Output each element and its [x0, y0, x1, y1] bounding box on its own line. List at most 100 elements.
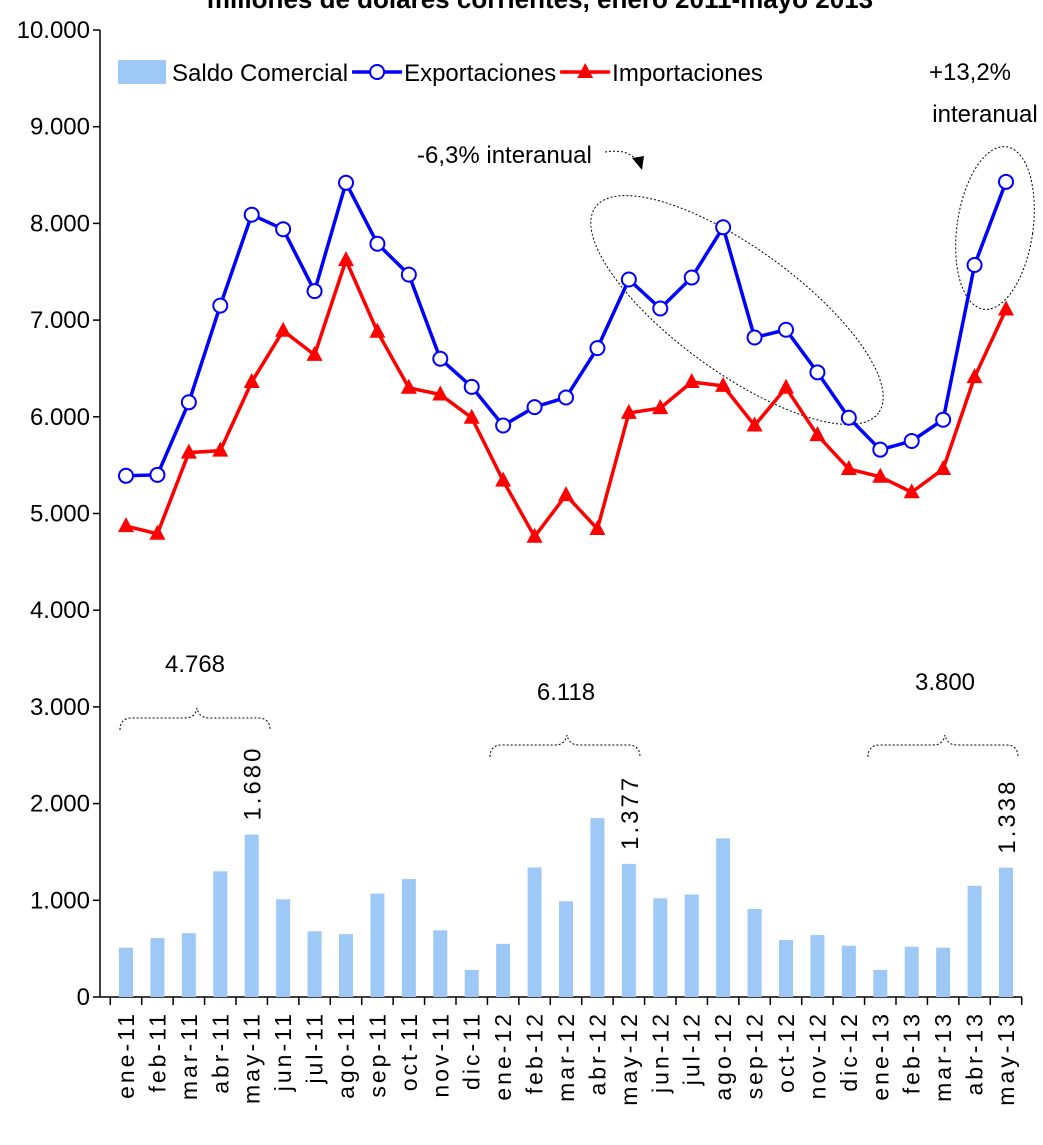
- marker: [212, 441, 229, 457]
- marker: [118, 517, 134, 533]
- y-tick-label: 9.000: [30, 114, 90, 141]
- bar: [779, 939, 793, 997]
- marker: [463, 408, 480, 424]
- marker: [243, 206, 260, 223]
- marker: [652, 300, 669, 317]
- y-tick-label: 7.000: [30, 307, 90, 334]
- legend-item: Importaciones: [560, 60, 763, 87]
- marker: [683, 372, 700, 388]
- x-tick-label: may-12: [616, 1011, 642, 1106]
- x-tick-label: dic-12: [836, 1011, 862, 1092]
- bracket: [867, 734, 1019, 758]
- marker: [778, 378, 794, 394]
- marker: [432, 385, 449, 401]
- marker: [526, 399, 543, 416]
- x-tick-label: ene-11: [113, 1011, 139, 1099]
- x-tick-label: abr-11: [207, 1011, 233, 1094]
- marker: [463, 378, 480, 395]
- bar: [213, 871, 228, 997]
- value-label: 1.377: [617, 775, 644, 850]
- marker: [558, 389, 574, 406]
- legend-swatch: [118, 60, 166, 84]
- marker: [872, 467, 889, 483]
- marker: [495, 417, 512, 434]
- bracket: [489, 734, 641, 758]
- marker: [369, 322, 386, 338]
- marker: [338, 174, 354, 191]
- bar: [370, 893, 385, 997]
- marker: [746, 329, 763, 346]
- bar: [810, 935, 825, 997]
- x-tick-label: feb-11: [144, 1011, 170, 1093]
- y-tick-label: 1.000: [30, 887, 90, 914]
- x-tick-label: mar-11: [176, 1011, 202, 1100]
- bar: [244, 834, 259, 997]
- marker: [935, 411, 952, 428]
- arrow-head: [632, 156, 644, 170]
- x-tick-label: feb-13: [899, 1011, 925, 1094]
- marker: [180, 443, 197, 459]
- marker: [966, 256, 983, 273]
- y-tick-label: 3.000: [30, 694, 90, 721]
- marker: [275, 321, 292, 337]
- bar: [904, 946, 919, 997]
- marker: [778, 321, 794, 338]
- annotation-arrow: [604, 150, 639, 164]
- x-tick-label: feb-12: [522, 1011, 548, 1094]
- x-tick-label: jun-11: [270, 1011, 296, 1092]
- x-tick-label: jun-12: [647, 1011, 673, 1094]
- x-tick-label: may-13: [993, 1011, 1019, 1106]
- marker: [212, 297, 229, 314]
- bar: [653, 898, 668, 997]
- x-tick-label: abr-12: [584, 1011, 610, 1095]
- x-tick-label: jul-11: [302, 1011, 328, 1085]
- x-tick-label: nov-12: [804, 1011, 830, 1099]
- marker: [620, 271, 637, 288]
- marker: [746, 416, 763, 432]
- bar: [527, 867, 542, 997]
- marker: [998, 300, 1014, 316]
- y-tick-label: 10.000: [17, 17, 90, 44]
- y-tick-label: 2.000: [30, 791, 90, 818]
- annotation-shapes: [119, 146, 1035, 758]
- value-label: 1.338: [994, 779, 1021, 854]
- marker: [903, 432, 920, 449]
- marker: [872, 441, 889, 458]
- x-tick-label: jul-12: [679, 1011, 705, 1086]
- bar: [150, 938, 165, 997]
- marker: [809, 364, 826, 381]
- marker: [998, 173, 1014, 190]
- legend-label: Exportaciones: [404, 60, 556, 87]
- x-tick-label: may-11: [239, 1011, 265, 1104]
- highlight-ellipse: [955, 146, 1035, 310]
- legend-label: Saldo Comercial: [172, 60, 348, 87]
- marker: [683, 269, 700, 286]
- x-tick-label: ene-12: [490, 1011, 516, 1101]
- marker: [306, 345, 323, 361]
- marker: [400, 266, 417, 283]
- legend-marker: [577, 63, 594, 78]
- marker: [338, 251, 354, 267]
- value-label: 1.680: [240, 745, 267, 820]
- x-tick-label: nov-11: [427, 1011, 453, 1098]
- bar: [590, 818, 605, 997]
- legend-item: Saldo Comercial: [118, 60, 348, 87]
- bracket: [119, 707, 271, 731]
- legend-marker: [369, 64, 386, 80]
- bar: [276, 899, 291, 997]
- bar: [873, 969, 888, 997]
- chart-title: millones de dólares corrientes, enero 20…: [207, 0, 873, 14]
- marker: [652, 399, 669, 415]
- marker: [369, 235, 386, 252]
- marker: [275, 221, 292, 238]
- bar: [967, 885, 982, 997]
- bar: [559, 901, 573, 997]
- bar: [307, 931, 322, 997]
- marker: [903, 483, 920, 499]
- x-tick-label: dic-11: [459, 1011, 485, 1090]
- marker: [840, 460, 857, 476]
- bar: [496, 943, 511, 997]
- annotation: -6,3% interanual: [417, 142, 592, 169]
